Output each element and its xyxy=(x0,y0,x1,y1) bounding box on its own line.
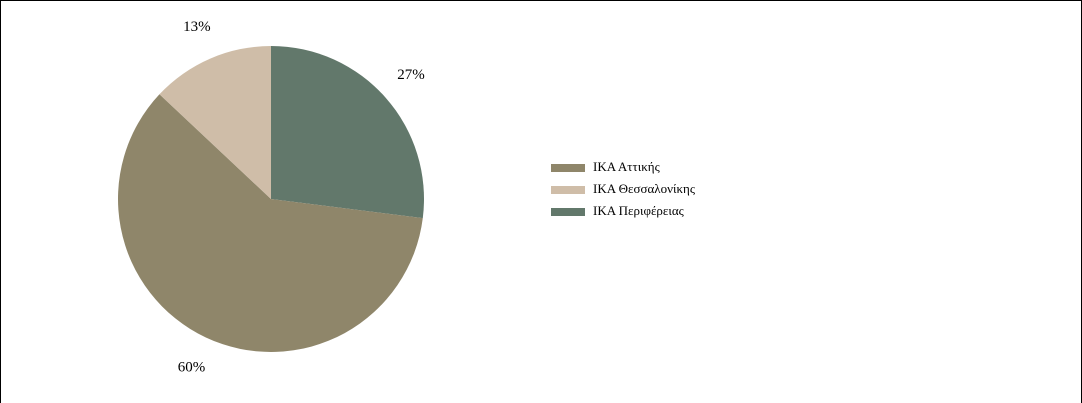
legend-swatch xyxy=(551,186,585,194)
legend-label: ΙΚΑ Θεσσαλονίκης xyxy=(593,181,696,196)
legend-swatch xyxy=(551,164,585,172)
data-label: 27% xyxy=(397,67,425,83)
pie-slice xyxy=(117,94,423,353)
legend-label: ΙΚΑ Αττικής xyxy=(593,159,661,174)
legend-swatch xyxy=(551,208,585,216)
pie-slice xyxy=(271,46,425,219)
data-label: 60% xyxy=(178,359,206,375)
data-label: 13% xyxy=(183,19,211,35)
legend-label: ΙΚΑ Περιφέρειας xyxy=(593,203,685,218)
pie-slice xyxy=(159,46,271,199)
